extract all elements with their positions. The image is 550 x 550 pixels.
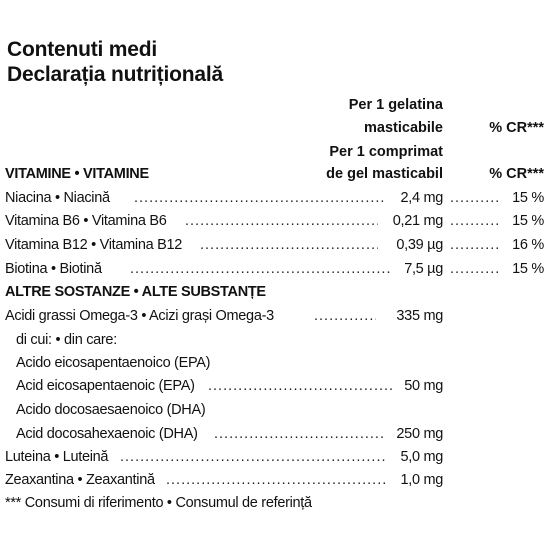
nutrient-amount: 250 mg [396, 426, 443, 442]
cr-header-ro: % CR*** [489, 166, 544, 182]
per-serving-header-ro-line-2: de gel masticabil [326, 166, 443, 182]
dot-leader: ........................................… [214, 426, 384, 442]
title-line-1: Contenuti medi [7, 38, 158, 61]
nutrient-amount: 0,39 µg [396, 237, 443, 253]
dot-leader: ........................................… [200, 237, 378, 253]
per-serving-header-it-line-1: Per 1 gelatina [348, 97, 443, 113]
nutrient-name: Vitamina B6 • Vitamina B6 [5, 213, 167, 229]
dot-leader: ........................................… [314, 308, 376, 324]
nutrient-name: Niacina • Niacină [5, 190, 110, 206]
dot-leader: ........................................… [120, 449, 385, 465]
nutrient-name: Acidi grassi Omega-3 • Acizi grași Omega… [5, 308, 274, 324]
vitamins-heading: VITAMINE • VITAMINE [5, 166, 149, 182]
nutrient-amount: 2,4 mg [400, 190, 443, 206]
per-serving-header-ro-line-1: Per 1 comprimat [329, 144, 443, 160]
dot-leader: ........................................… [450, 213, 500, 229]
nutrient-amount: 7,5 µg [404, 261, 443, 277]
dot-leader: ........................................… [450, 237, 500, 253]
dot-leader: ........................................… [185, 213, 378, 229]
dot-leader: ........................................… [130, 261, 390, 277]
nutrient-amount: 1,0 mg [400, 472, 443, 488]
title-line-2: Declarația nutrițională [7, 63, 223, 86]
dha-name-it: Acido docosaesaenoico (DHA) [16, 402, 206, 418]
nutrient-cr: 15 % [512, 261, 544, 277]
nutrient-cr: 15 % [512, 213, 544, 229]
dot-leader: ........................................… [166, 472, 388, 488]
other-substances-heading: ALTRE SOSTANZE • ALTE SUBSTANȚE [5, 284, 266, 300]
dot-leader: ........................................… [450, 261, 500, 277]
nutrient-name: Acid docosahexaenoic (DHA) [16, 426, 198, 442]
nutrient-amount: 5,0 mg [400, 449, 443, 465]
dot-leader: ........................................… [450, 190, 500, 206]
nutrient-cr: 15 % [512, 190, 544, 206]
nutrient-name: Acid eicosapentaenoic (EPA) [16, 378, 195, 394]
nutrient-amount: 0,21 mg [392, 213, 444, 229]
nutrient-name: Zeaxantina • Zeaxantină [5, 472, 155, 488]
nutrient-name: Vitamina B12 • Vitamina B12 [5, 237, 182, 253]
nutrient-name: Luteina • Luteină [5, 449, 109, 465]
of-which-label: di cui: • din care: [16, 332, 117, 348]
nutrient-amount: 50 mg [404, 378, 443, 394]
per-serving-header-it-line-2: masticabile [364, 120, 443, 136]
cr-header-it: % CR*** [489, 120, 544, 136]
epa-name-it: Acido eicosapentaenoico (EPA) [16, 355, 211, 371]
dot-leader: ........................................… [208, 378, 393, 394]
nutrient-name: Biotina • Biotină [5, 261, 102, 277]
nutrient-amount: 335 mg [396, 308, 443, 324]
footnote: *** Consumi di riferimento • Consumul de… [5, 495, 312, 511]
nutrient-cr: 16 % [512, 237, 544, 253]
dot-leader: ........................................… [134, 190, 386, 206]
